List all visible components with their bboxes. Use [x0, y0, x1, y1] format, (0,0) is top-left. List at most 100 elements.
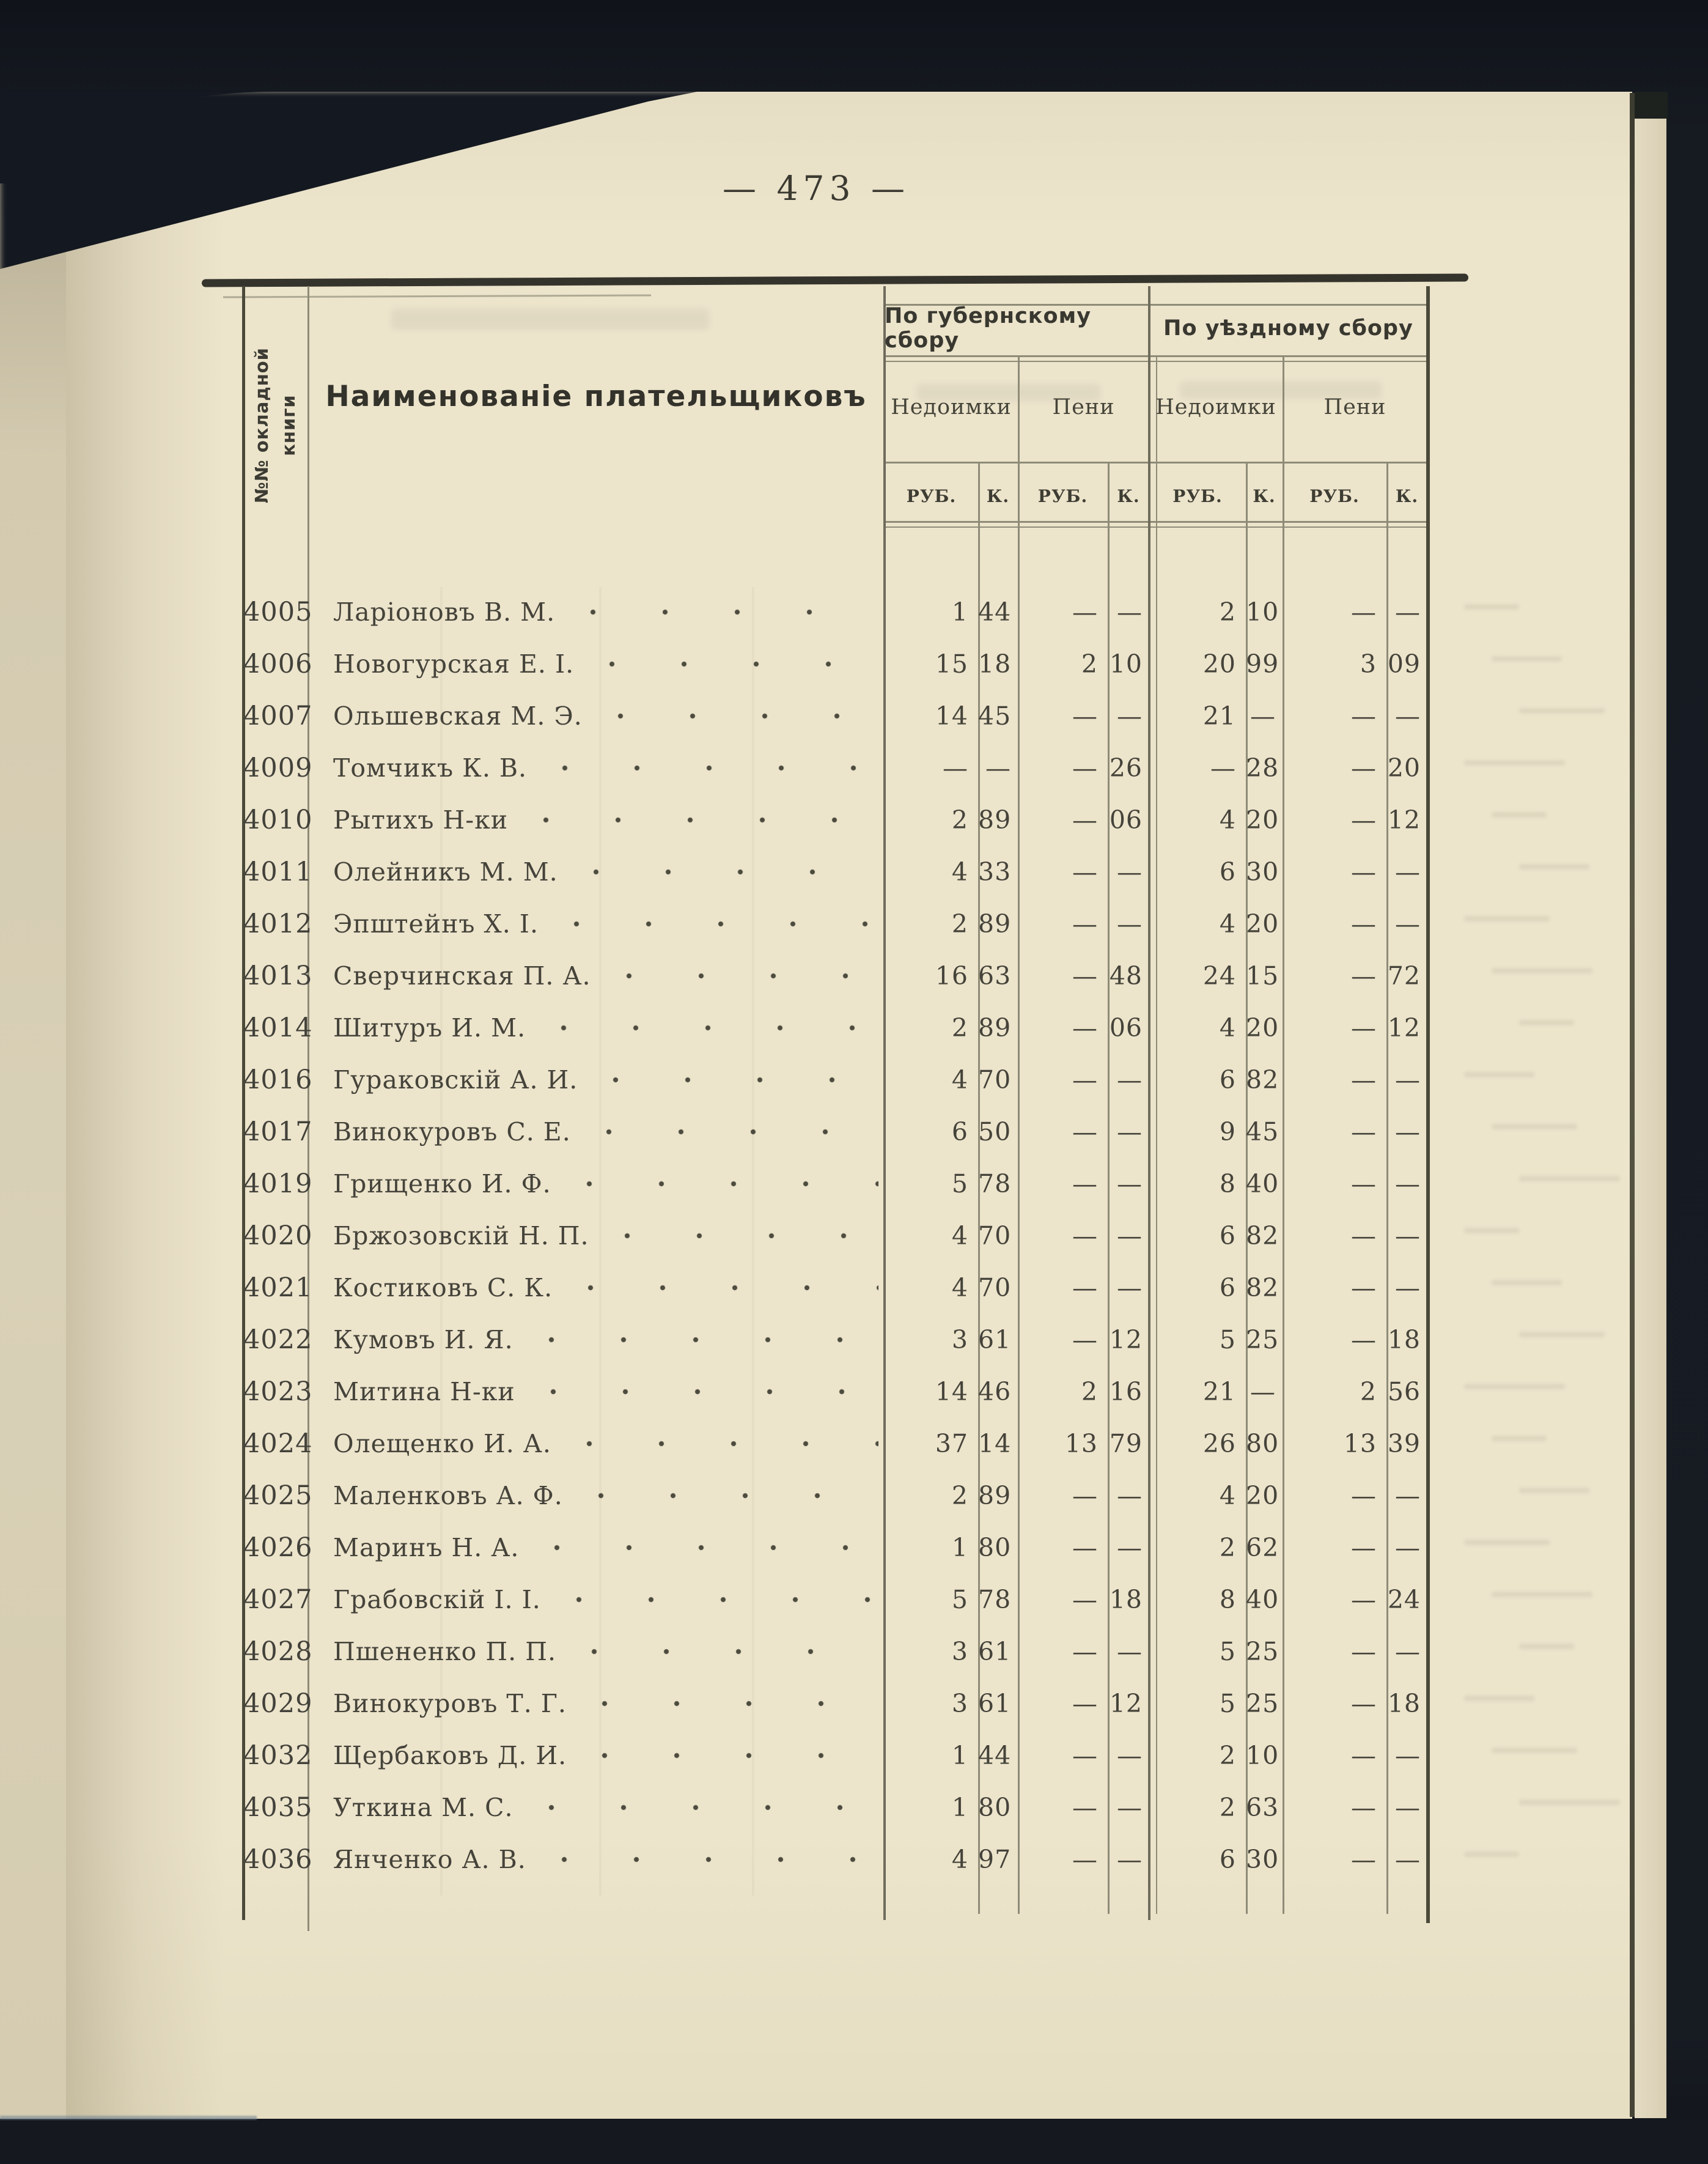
group-header-gubernia: По губернскому сбору	[885, 304, 1092, 353]
table-row: 4029 Винокуровъ Т. Г. 3 61 — 12 5 25 — 1…	[243, 1677, 1427, 1729]
payer-name-cell: Рытихъ Н-ки	[307, 805, 885, 835]
gub-penalty-rub: —	[1072, 701, 1098, 731]
uezd-arrears-rub: 21	[1202, 1376, 1236, 1406]
gub-penalty-kop: —	[1117, 1117, 1143, 1147]
payer-name: Щербаковъ Д. И.	[333, 1740, 567, 1770]
uezd-arrears-kop: 20	[1246, 1480, 1279, 1510]
payer-name: Грищенко И. Ф.	[333, 1169, 551, 1198]
gub-arrears-kop: —	[985, 753, 1011, 783]
gub-penalty-rub: —	[1072, 1324, 1098, 1354]
uezd-penalty-kop: 39	[1387, 1428, 1421, 1458]
gub-penalty-kop: —	[1117, 1792, 1143, 1822]
gub-penalty-rub: —	[1072, 961, 1098, 991]
bleed-through-mark	[1492, 812, 1547, 818]
dot-leader	[553, 1532, 878, 1562]
uezd-arrears-kop: 25	[1246, 1688, 1279, 1718]
payer-name-cell: Маринъ Н. А.	[307, 1532, 885, 1562]
payer-name: Олещенко И. А.	[333, 1428, 551, 1458]
dot-leader	[591, 857, 878, 887]
uezd-penalty-rub: —	[1351, 1220, 1377, 1250]
uezd-penalty-rub: —	[1351, 1169, 1377, 1198]
ledger-number: 4029	[243, 1688, 313, 1719]
uezd-penalty-kop: 09	[1387, 649, 1421, 679]
unit-header-kop: К.	[1395, 486, 1419, 506]
name-column-divider	[883, 286, 886, 1920]
gub-arrears-kop: 44	[978, 1740, 1012, 1770]
uezd-arrears-rub: 2	[1219, 1792, 1236, 1822]
table-row: 4014 Шитуръ И. М. 2 89 — 06 4 20 — 12	[243, 1002, 1427, 1054]
bleed-through-mark	[1519, 1176, 1620, 1181]
uezd-penalty-kop: —	[1395, 1636, 1421, 1666]
uezd-penalty-kop: —	[1395, 1117, 1421, 1147]
uezd-penalty-kop: —	[1395, 1844, 1421, 1874]
gub-penalty-kop: 79	[1109, 1428, 1143, 1458]
uezd-penalty-rub: —	[1351, 909, 1377, 939]
dot-leader	[616, 701, 878, 731]
bleed-through-ghost	[917, 384, 1100, 401]
gub-arrears-rub: 37	[935, 1428, 968, 1458]
uezd-penalty-rub: —	[1351, 1792, 1377, 1822]
gub-arrears-rub: 3	[951, 1688, 968, 1718]
ledger-number: 4028	[243, 1636, 313, 1667]
table-row: 4024 Олещенко И. А. 37 14 13 79 26 80 13…	[243, 1417, 1427, 1469]
uezd-penalty-kop: 56	[1387, 1376, 1421, 1406]
gub-penalty-rub: —	[1072, 753, 1098, 783]
gub-arrears-kop: 80	[978, 1532, 1012, 1562]
gub-penalty-rub: 13	[1064, 1428, 1098, 1458]
table-row: 4007 Ольшевская М. Э. 14 45 — — 21 — — —	[243, 690, 1427, 742]
gub-penalty-kop: 16	[1109, 1376, 1143, 1406]
dot-leader	[589, 597, 878, 627]
uezd-arrears-rub: 6	[1219, 1272, 1236, 1302]
group-block-divider-b	[1156, 357, 1157, 1914]
payer-name-cell: Томчикъ К. В.	[307, 753, 885, 783]
payer-name: Кумовъ И. Я.	[333, 1324, 514, 1354]
bleed-through-mark	[1492, 1436, 1547, 1441]
gub-penalty-rub: —	[1072, 857, 1098, 887]
gub-arrears-rub: 2	[951, 909, 968, 939]
gub-penalty-rub: —	[1072, 1844, 1098, 1874]
uezd-penalty-kop: 24	[1387, 1584, 1421, 1614]
gub-arrears-kop: 97	[978, 1844, 1012, 1874]
uezd-penalty-kop: 18	[1387, 1324, 1421, 1354]
gub-penalty-rub: —	[1072, 1636, 1098, 1666]
gub-penalty-rub: —	[1072, 1117, 1098, 1147]
uezd-arrears-kop: 25	[1246, 1636, 1279, 1666]
uezd-penalty-kop: —	[1395, 1532, 1421, 1562]
uezd-penalty-kop: 20	[1387, 753, 1421, 783]
unit-header-rub: РУБ.	[906, 486, 957, 506]
gub-penalty-rub: 2	[1081, 1376, 1098, 1406]
gub-arrears-rub: 4	[951, 1220, 968, 1250]
gub-penalty-rub: —	[1072, 805, 1098, 835]
table-left-border	[242, 286, 245, 1920]
group-header-uezd: По уѣздному сбору	[1163, 316, 1413, 341]
table-row: 4006 Новогурская Е. І. 15 18 2 10 20 99 …	[243, 638, 1427, 690]
uezd-arrears-rub: 6	[1219, 1844, 1236, 1874]
uezd-penalty-rub: —	[1351, 857, 1377, 887]
payer-name-cell: Новогурская Е. І.	[307, 649, 885, 679]
uezd-arrears-kop: 62	[1246, 1532, 1279, 1562]
dot-leader	[624, 961, 878, 991]
bleed-through-ghost	[391, 309, 709, 330]
gub-arrears-rub: 1	[951, 1532, 968, 1562]
gub-arrears-rub: 14	[935, 701, 968, 731]
gub-penalty-kop: 26	[1109, 753, 1143, 783]
table-row: 4025 Маленковъ А. Ф. 2 89 — — 4 20 — —	[243, 1469, 1427, 1521]
gub-penalty-rub: —	[1072, 1480, 1098, 1510]
gub-penalty-kop: —	[1117, 1480, 1143, 1510]
uezd-penalty-rub-kop-divider	[1386, 462, 1388, 1914]
gub-penalty-kop: —	[1117, 701, 1143, 731]
bleed-through-mark	[1492, 1748, 1577, 1753]
payer-name-cell: Шитуръ И. М.	[307, 1013, 885, 1043]
payer-name-cell: Олейникъ М. М.	[307, 857, 885, 887]
table-row: 4016 Гураковскій А. И. 4 70 — — 6 82 — —	[243, 1054, 1427, 1106]
uezd-arrears-kop: 30	[1246, 1844, 1279, 1874]
dot-leader	[547, 1792, 878, 1822]
bleed-through-mark	[1464, 604, 1519, 610]
uezd-arrears-rub: 4	[1219, 909, 1236, 939]
gub-arrears-kop: 70	[978, 1272, 1012, 1302]
payer-name: Шитуръ И. М.	[333, 1013, 526, 1043]
uezd-penalty-rub: —	[1351, 1532, 1377, 1562]
gub-penalty-kop: 48	[1109, 961, 1143, 991]
gub-penalty-rub: —	[1072, 1532, 1098, 1562]
name-column-header: Наименованіе плательщиковъ	[325, 379, 867, 413]
